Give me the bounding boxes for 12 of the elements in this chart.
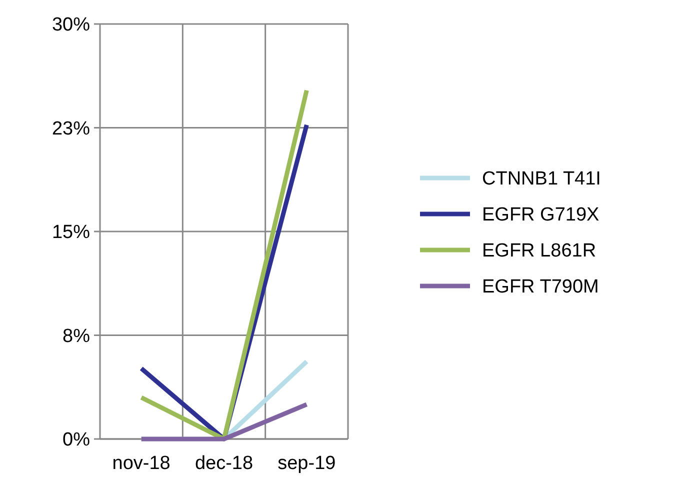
x-tick-label: sep-19 <box>278 453 336 474</box>
y-tick-label: 23% <box>52 118 90 140</box>
legend-label: CTNNB1 T41I <box>482 168 601 190</box>
y-tick-label: 15% <box>52 222 90 244</box>
y-tick-label: 0% <box>62 430 90 451</box>
y-tick-label: 30% <box>52 14 90 36</box>
legend-label: EGFR T790M <box>482 276 599 298</box>
x-tick-label: nov-18 <box>112 453 170 474</box>
legend-label: EGFR L861R <box>482 240 596 262</box>
y-tick-label: 8% <box>62 326 90 347</box>
x-tick-label: dec-18 <box>194 453 254 474</box>
legend-label: EGFR G719X <box>482 204 600 226</box>
